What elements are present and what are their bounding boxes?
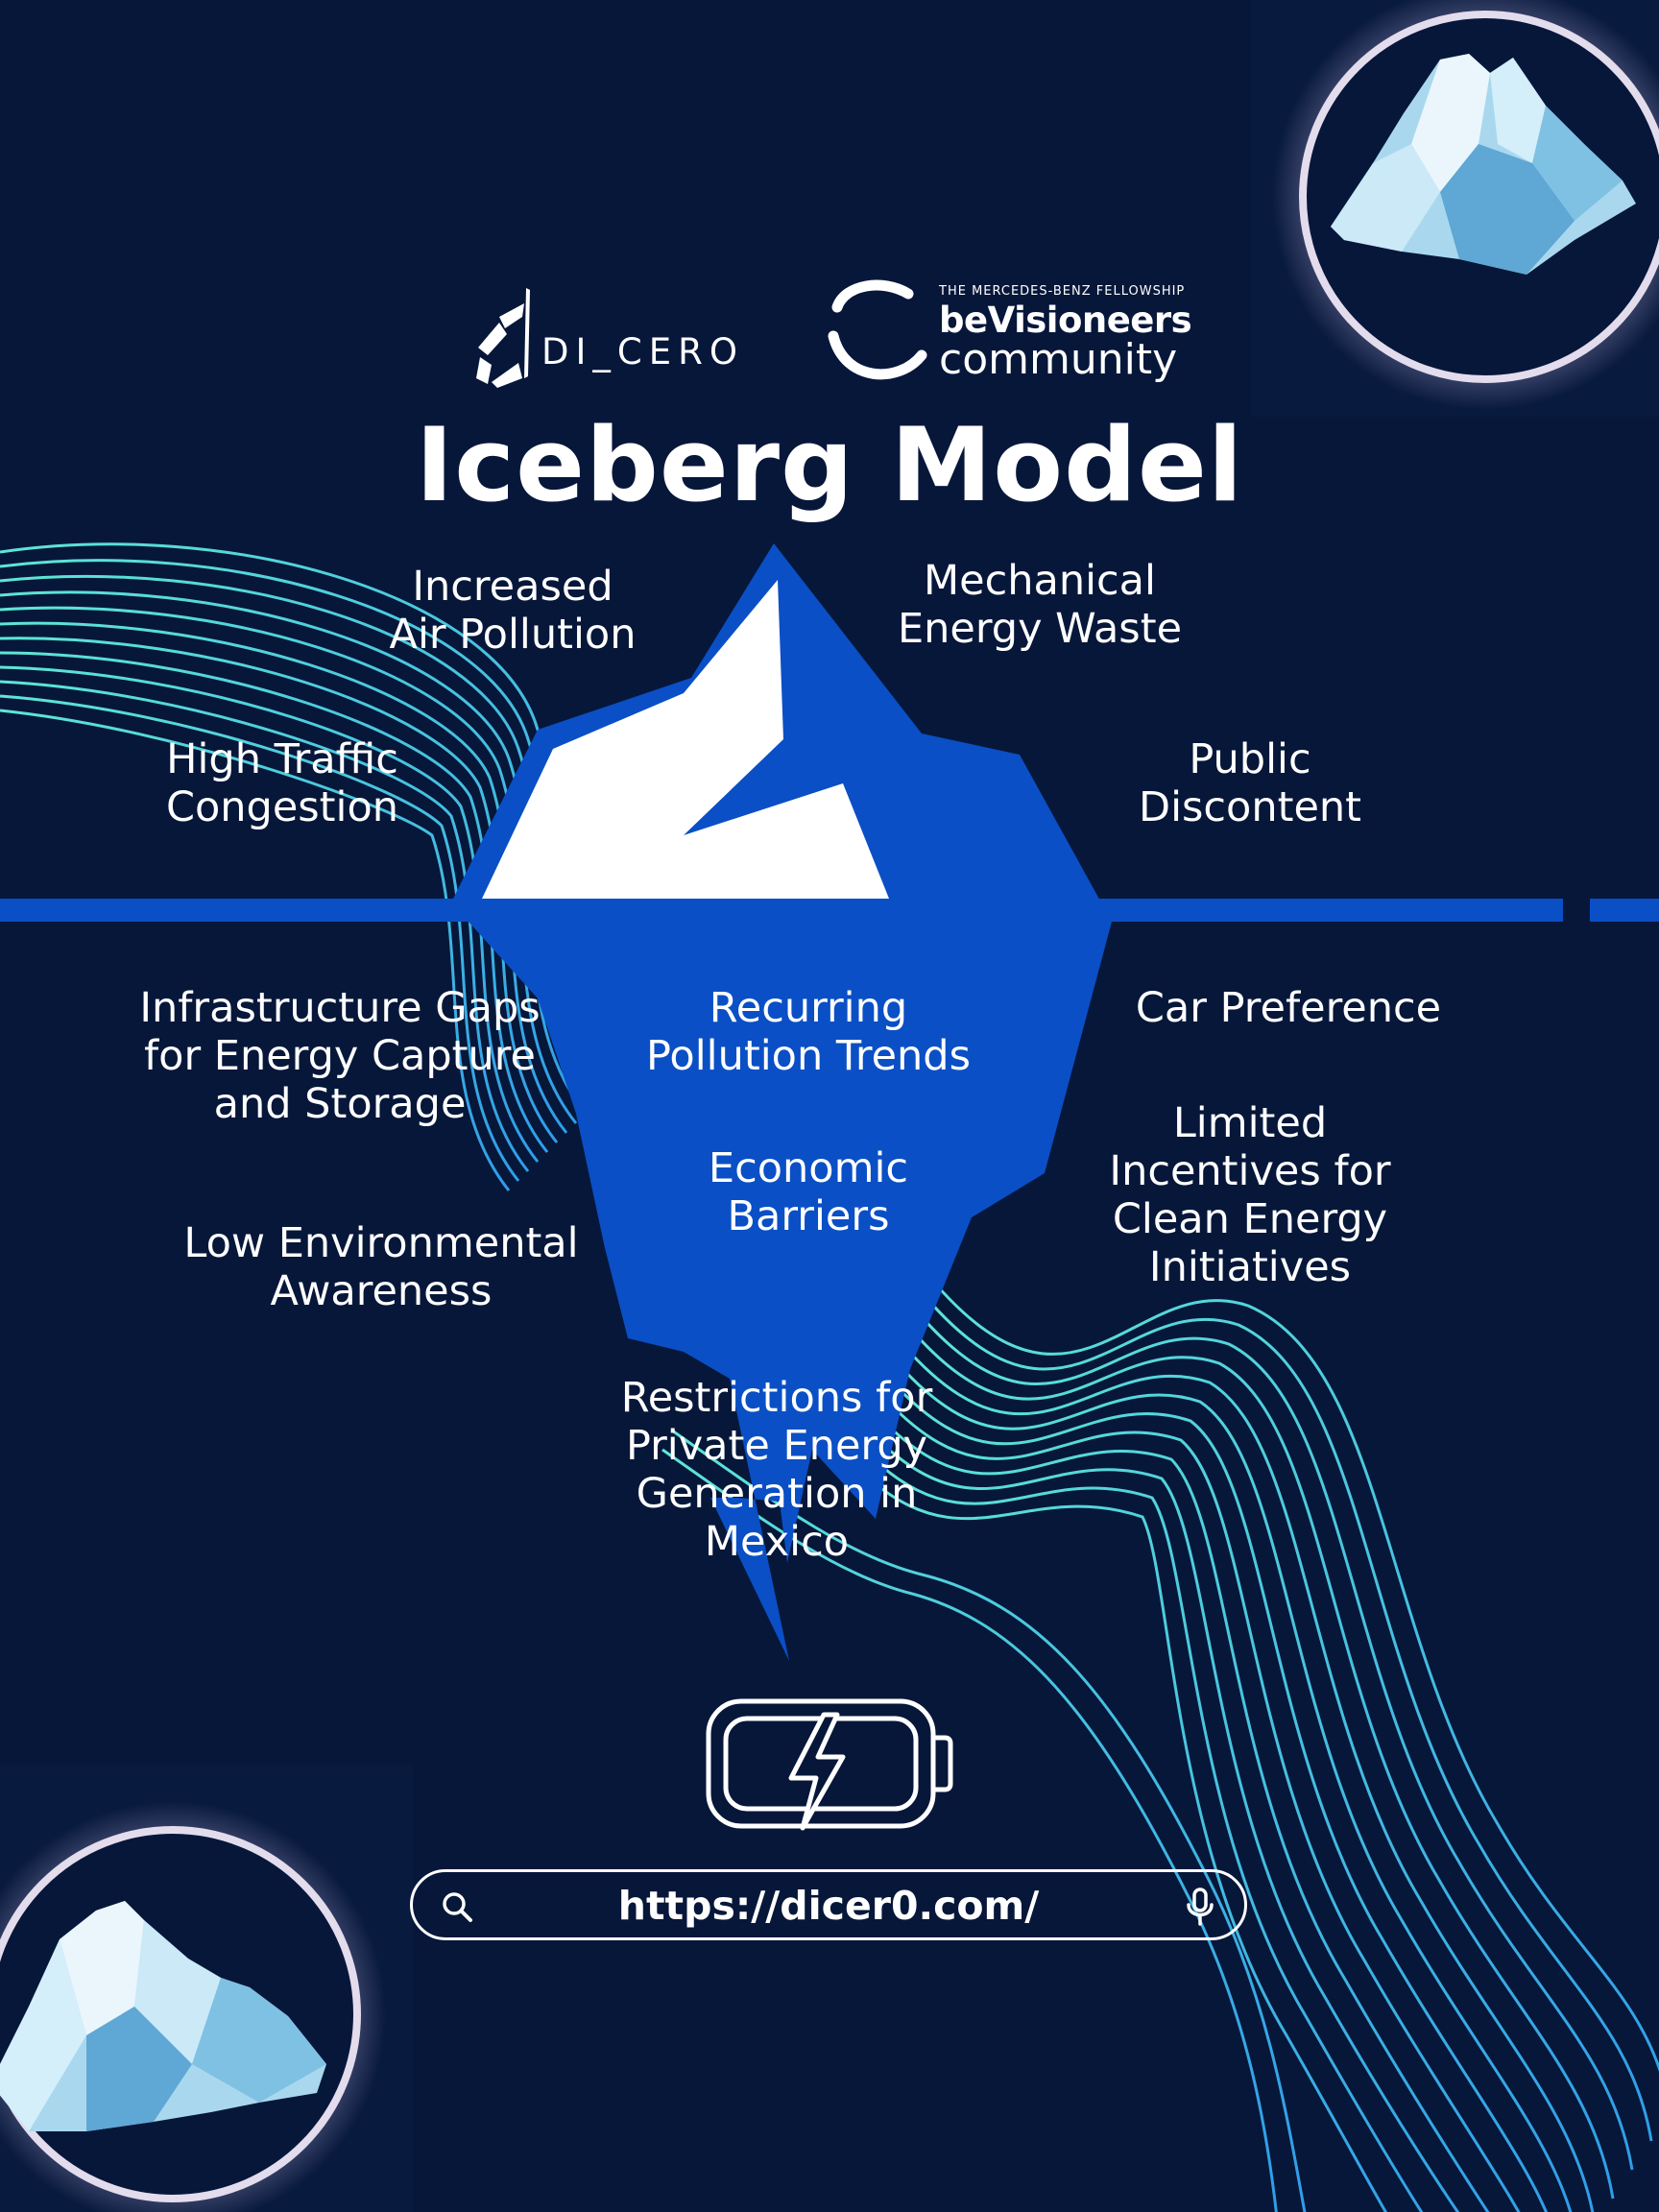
label-recurring-pollution-trends: Recurring Pollution Trends <box>646 984 971 1080</box>
dicero-logo-mark <box>476 288 530 388</box>
dicero-logo-text: DI_CERO <box>541 331 744 373</box>
search-icon[interactable] <box>438 1887 476 1926</box>
bevisioneers-fellowship-text: THE MERCEDES-BENZ FELLOWSHIP <box>939 284 1186 299</box>
left-wave-lines <box>0 542 616 1191</box>
battery-bolt-icon <box>706 1698 953 1831</box>
iceberg-illustration-top <box>1250 0 1659 417</box>
label-high-traffic-congestion: High Traffic Congestion <box>165 735 399 831</box>
iceberg-shape <box>451 543 1112 1661</box>
url-search-bar[interactable]: https://dicer0.com/ <box>410 1869 1247 1940</box>
iceberg-illustration-bottom <box>0 1765 413 2212</box>
label-public-discontent: Public Discontent <box>1138 735 1362 831</box>
label-limited-incentives: Limited Incentives for Clean Energy Init… <box>1109 1099 1391 1291</box>
url-text[interactable]: https://dicer0.com/ <box>617 1883 1040 1929</box>
label-increased-air-pollution: Increased Air Pollution <box>389 563 637 659</box>
microphone-icon[interactable] <box>1181 1886 1219 1928</box>
page-title: Iceberg Model <box>415 406 1244 524</box>
label-car-preference: Car Preference <box>1135 984 1442 1032</box>
label-restrictions-private-energy: Restrictions for Private Energy Generati… <box>620 1374 933 1566</box>
label-economic-barriers: Economic Barriers <box>708 1144 909 1240</box>
bevisioneers-logo-mark <box>828 279 927 380</box>
label-low-environmental-awareness: Low Environmental Awareness <box>183 1219 579 1315</box>
bevisioneers-community: community <box>939 335 1178 384</box>
right-wave-lines <box>661 1266 1659 2212</box>
waterline-end <box>1590 899 1659 922</box>
label-mechanical-energy-waste: Mechanical Energy Waste <box>897 557 1183 653</box>
bevisioneers-name: beVisioneers <box>939 300 1192 341</box>
label-infrastructure-gaps: Infrastructure Gaps for Energy Capture a… <box>139 984 541 1128</box>
